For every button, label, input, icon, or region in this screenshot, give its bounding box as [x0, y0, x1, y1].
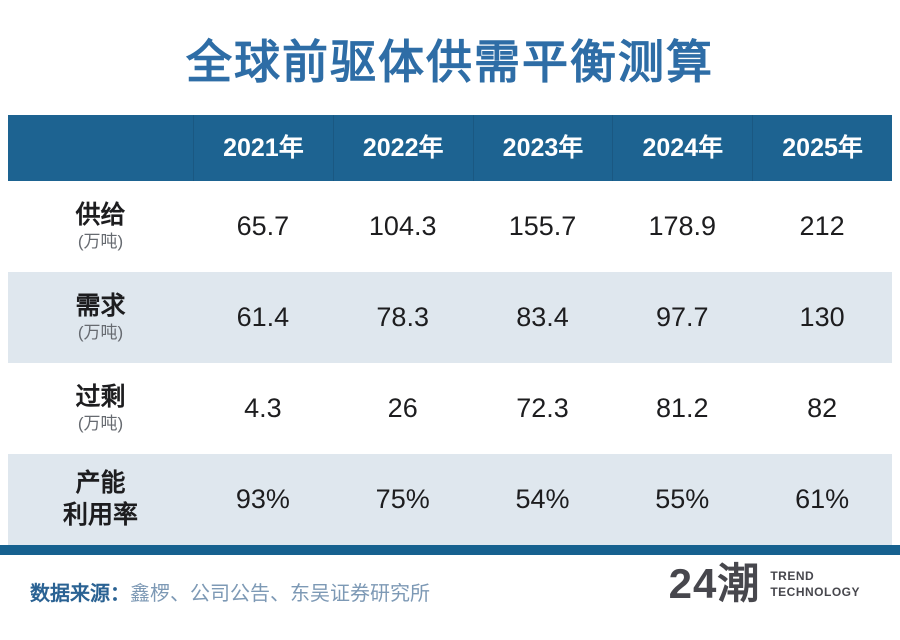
- table-cell: 4.3: [244, 393, 282, 423]
- table-cell: 212: [799, 211, 845, 241]
- bottom-accent-bar: [0, 545, 900, 555]
- row-label-cell: 需求 (万吨): [8, 291, 193, 344]
- data-source-label: 数据来源：: [30, 583, 130, 605]
- table-cell: 130: [799, 302, 845, 332]
- logo-tagline: TREND TECHNOLOGY: [770, 568, 860, 600]
- supply-demand-table: 2021年 2022年 2023年 2024年 2025年 供给 (万吨) 65…: [8, 115, 892, 545]
- brand-logo: 24潮 TREND TECHNOLOGY: [669, 563, 860, 605]
- row-label: 产能: [75, 469, 126, 498]
- logo-tagline-line1: TREND: [770, 568, 815, 583]
- table-header-row: 2021年 2022年 2023年 2024年 2025年: [8, 115, 892, 181]
- logo-24chao-wordmark: 24潮: [668, 560, 761, 607]
- logo-tagline-line2: TECHNOLOGY: [770, 585, 860, 599]
- table-cell: 75%: [375, 484, 430, 514]
- table-cell: 61%: [795, 484, 850, 514]
- table-row-demand: 需求 (万吨) 61.4 78.3 83.4 97.7 130: [8, 272, 892, 363]
- data-source-text: 鑫椤、公司公告、东吴证券研究所: [130, 583, 430, 605]
- data-source-line: 数据来源：鑫椤、公司公告、东吴证券研究所: [30, 577, 430, 606]
- year-header-2021: 2021年: [193, 115, 333, 181]
- row-unit-label: (万吨): [77, 232, 124, 252]
- table-cell: 83.4: [516, 302, 569, 332]
- table-cell: 65.7: [236, 211, 290, 241]
- table-cell: 155.7: [508, 211, 577, 241]
- table-cell: 78.3: [376, 302, 429, 332]
- table-cell: 54%: [515, 484, 570, 514]
- row-unit-label: (万吨): [77, 414, 124, 434]
- row-label-line2: 利用率: [62, 500, 138, 529]
- row-label: 需求: [75, 291, 126, 320]
- year-header-2024: 2024年: [612, 115, 752, 181]
- year-header-2022: 2022年: [332, 115, 473, 181]
- table-cell: 55%: [655, 484, 710, 514]
- table-cell: 93%: [235, 484, 290, 514]
- table-cell: 178.9: [648, 211, 717, 241]
- row-label-cell: 产能 利用率: [8, 468, 193, 531]
- table-row-surplus: 过剩 (万吨) 4.3 26 72.3 81.2 82: [8, 363, 892, 454]
- row-label: 过剩: [75, 382, 126, 411]
- table-row-utilization: 产能 利用率 93% 75% 54% 55% 61%: [8, 454, 892, 545]
- table-cell: 72.3: [516, 393, 569, 423]
- year-header-2023: 2023年: [472, 115, 613, 181]
- year-header-2025: 2025年: [752, 115, 892, 181]
- table-cell: 61.4: [236, 302, 290, 332]
- row-label: 供给: [75, 200, 126, 229]
- table-cell: 97.7: [656, 302, 709, 332]
- table-cell: 104.3: [368, 211, 437, 241]
- row-label-cell: 供给 (万吨): [8, 200, 193, 253]
- page-title: 全球前驱体供需平衡测算: [186, 36, 714, 88]
- table-cell: 82: [807, 393, 838, 423]
- row-label-cell: 过剩 (万吨): [8, 382, 193, 435]
- row-unit-label: (万吨): [77, 323, 124, 343]
- table-cell: 26: [387, 393, 418, 423]
- table-cell: 81.2: [656, 393, 709, 423]
- footer: 数据来源：鑫椤、公司公告、东吴证券研究所 24潮 TREND TECHNOLOG…: [0, 555, 900, 640]
- table-row-supply: 供给 (万吨) 65.7 104.3 155.7 178.9 212: [8, 181, 892, 272]
